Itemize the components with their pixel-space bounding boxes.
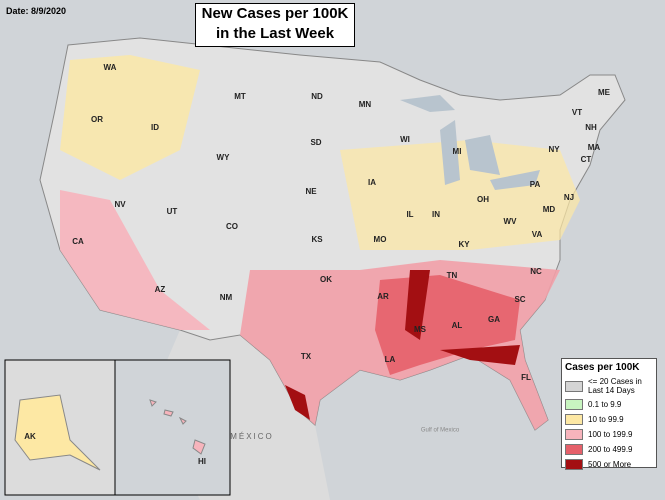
legend-label: 0.1 to 9.9 (588, 400, 622, 409)
state-label: MI (453, 147, 462, 156)
state-label: NE (305, 187, 317, 196)
state-label: SC (514, 295, 525, 304)
state-label: IN (432, 210, 440, 219)
state-label: TX (301, 352, 312, 361)
state-label: OR (91, 115, 103, 124)
state-label: CT (581, 155, 592, 164)
state-label: UT (167, 207, 178, 216)
state-label: WA (104, 63, 117, 72)
state-label: AL (452, 321, 463, 330)
legend-swatch (565, 399, 583, 410)
state-label: MD (543, 205, 556, 214)
state-label: AK (24, 432, 36, 441)
state-label: NY (548, 145, 560, 154)
state-label: MO (374, 235, 387, 244)
title-line: in the Last Week (215, 25, 335, 42)
region (340, 140, 580, 250)
date: Date: 8/9/2020 (6, 6, 67, 16)
state-label: AZ (155, 285, 166, 294)
legend-swatch (565, 429, 583, 440)
state-label: NC (530, 267, 542, 276)
hawaii-inset (114, 359, 231, 496)
legend-item: 100 to 199.9 (565, 429, 653, 440)
state-label: KY (458, 240, 470, 249)
legend: Cases per 100K <= 20 Cases in Last 14 Da… (561, 358, 657, 470)
state-label: WI (400, 135, 410, 144)
legend-item: 0.1 to 9.9 (565, 399, 653, 410)
region (60, 190, 210, 330)
state-label: ID (151, 123, 159, 132)
legend-item: <= 20 Cases in Last 14 Days (565, 377, 653, 395)
state-label: NH (585, 123, 597, 132)
legend-swatch (565, 444, 583, 455)
state-label: HI (198, 457, 206, 466)
state-label: IL (406, 210, 413, 219)
legend-label: 500 or More (588, 460, 632, 469)
region (60, 55, 200, 180)
state-label: OH (477, 195, 489, 204)
state-label: ND (311, 92, 323, 101)
legend-label: <= 20 Cases in Last 14 Days (588, 377, 642, 395)
state-label: PA (530, 180, 541, 189)
legend-label: 200 to 499.9 (588, 445, 633, 454)
state-label: MS (414, 325, 427, 334)
legend-label: 10 to 99.9 (588, 415, 624, 424)
state-label: MA (588, 143, 601, 152)
state-label: LA (385, 355, 396, 364)
state-label: KS (311, 235, 323, 244)
state-label: CA (72, 237, 84, 246)
alaska (14, 394, 101, 471)
legend-item: 500 or More (565, 459, 653, 470)
state-label: MN (359, 100, 372, 109)
state-label: ME (598, 88, 611, 97)
state-label: SD (310, 138, 321, 147)
legend-swatch (565, 380, 583, 392)
great-lakes (400, 95, 540, 190)
state-label: CO (226, 222, 238, 231)
place-label: MÉXICO (230, 432, 274, 441)
legend-item: 10 to 99.9 (565, 414, 653, 425)
state-label: NV (114, 200, 126, 209)
legend-item: 200 to 499.9 (565, 444, 653, 455)
state-label: NJ (564, 193, 574, 202)
title-line: New Cases per 100K (201, 5, 349, 22)
legend-title: Cases per 100K (565, 362, 640, 373)
state-label: MT (234, 92, 246, 101)
state-label: FL (521, 373, 531, 382)
legend-swatch (565, 459, 583, 470)
legend-label: 100 to 199.9 (588, 430, 633, 439)
state-label: GA (488, 315, 500, 324)
state-label: WV (504, 217, 518, 226)
legend-swatch (565, 414, 583, 425)
state-label: IA (368, 178, 376, 187)
hawaii (149, 399, 206, 455)
title-box: New Cases per 100K in the Last Week (195, 3, 355, 47)
state-label: NM (220, 293, 233, 302)
state-label: VT (572, 108, 582, 117)
state-label: OK (320, 275, 332, 284)
state-label: VA (532, 230, 543, 239)
place-label: Gulf of Mexico (421, 428, 460, 434)
state-label: AR (377, 292, 389, 301)
state-label: WY (217, 153, 231, 162)
state-label: TN (447, 271, 458, 280)
